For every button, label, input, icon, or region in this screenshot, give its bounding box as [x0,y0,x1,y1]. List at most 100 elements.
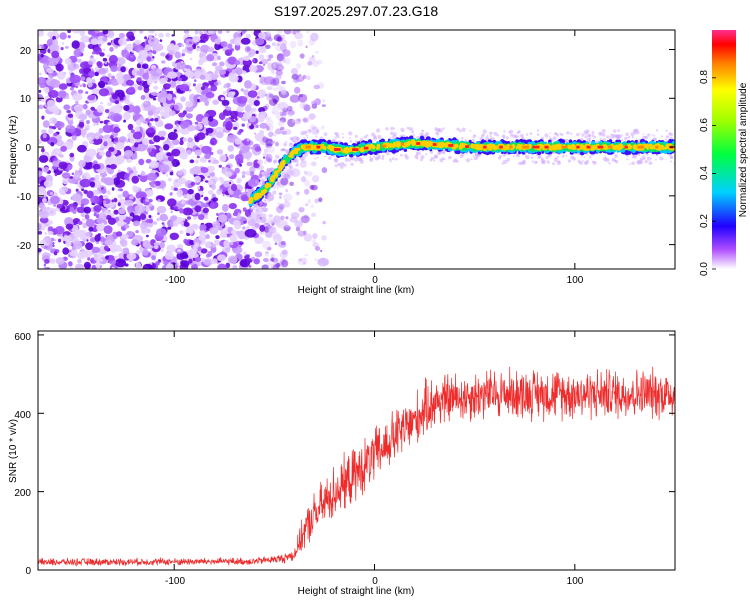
heatmap-noise-blob [48,128,54,135]
heatmap-noise-blob [166,71,178,79]
heatmap-noise-blob [118,32,125,39]
heatmap-noise-blob [253,100,260,107]
heatmap-noise-blob [85,242,94,251]
heatmap-halo-dot [614,154,618,158]
heatmap-noise-blob [200,44,210,53]
heatmap-halo-dot [505,136,509,140]
heatmap-noise-blob [131,50,135,53]
heatmap-halo-dot [553,132,557,136]
heatmap-noise-blob [173,97,177,101]
heatmap-noise-blob [110,65,119,72]
heatmap-noise-blob [245,189,249,193]
heatmap-noise-blob [198,58,204,66]
heatmap-noise-blob [159,213,168,222]
heatmap-noise-blob [189,159,195,164]
heatmap-noise-blob [86,239,89,242]
heatmap-noise-blob [197,186,200,190]
heatmap-noise-blob [88,226,94,232]
heatmap-halo-dot [670,156,673,159]
heatmap-halo-dot [253,203,258,208]
heatmap-noise-blob [156,68,162,74]
heatmap-noise-blob [220,41,228,48]
heatmap-noise-blob [242,207,247,212]
heatmap-noise-blob [104,61,108,65]
heatmap-noise-blob [213,159,220,164]
heatmap-ridge-dot [409,136,412,140]
heatmap-halo-dot [605,157,610,163]
heatmap-noise-blob [292,75,300,84]
heatmap-halo-dot [644,135,649,140]
heatmap-noise-blob [156,228,167,237]
heatmap-noise-blob [218,164,222,168]
heatmap-halo-dot [464,139,467,142]
heatmap-noise-blob [147,111,154,116]
heatmap-noise-blob [307,61,313,66]
heatmap-noise-blob [270,253,275,258]
heatmap-halo-dot [303,137,306,140]
heatmap-noise-blob [304,253,308,257]
heatmap-noise-blob [127,123,134,131]
heatmap-noise-blob [299,53,305,59]
heatmap-noise-blob [196,155,200,159]
heatmap-halo-dot [557,160,561,164]
heatmap-noise-blob [53,157,58,161]
heatmap-noise-blob [259,76,271,86]
heatmap-noise-blob [187,137,193,143]
heatmap-noise-blob [249,115,256,123]
heatmap-noise-blob [89,181,96,188]
heatmap-halo-dot [420,155,425,160]
heatmap-noise-blob [69,74,81,84]
heatmap-noise-blob [61,42,65,45]
heatmap-noise-blob [58,83,68,90]
heatmap-noise-blob [103,245,109,251]
heatmap-noise-blob [200,258,205,262]
heatmap-noise-blob [271,141,275,145]
heatmap-halo-dot [581,133,585,137]
heatmap-halo-dot [566,131,570,135]
chart-title: S197.2025.297.07.23.G18 [274,3,438,19]
heatmap-noise-blob [154,180,161,186]
heatmap-noise-blob [50,142,55,147]
heatmap-noise-blob [192,35,201,43]
heatmap-noise-blob [194,192,201,201]
heatmap-halo-dot [342,136,344,139]
heatmap-noise-blob [185,113,193,119]
heatmap-noise-blob [52,244,55,248]
heatmap-noise-blob [297,257,308,266]
heatmap-noise-blob [99,120,104,124]
heatmap-halo-dot [273,159,278,163]
heatmap-noise-blob [252,59,256,63]
heatmap-noise-blob [244,80,252,89]
heatmap-halo-dot [304,160,307,163]
heatmap-noise-blob [48,90,59,98]
heatmap-noise-blob [229,154,235,160]
heatmap-noise-blob [73,104,84,113]
heatmap-halo-dot [523,159,526,162]
heatmap-noise-blob [273,257,277,262]
heatmap-noise-blob [135,119,142,126]
heatmap-noise-blob [131,239,139,246]
heatmap-noise-blob [98,88,110,97]
heatmap-noise-blob [52,241,55,245]
heatmap-noise-blob [268,146,272,149]
heatmap-noise-blob [83,189,88,194]
heatmap-noise-blob [227,43,233,49]
heatmap-noise-blob [306,75,311,81]
heatmap-halo-dot [536,129,540,132]
heatmap-noise-blob [38,231,43,235]
heatmap-noise-blob [255,124,259,129]
heatmap-noise-blob [77,220,83,225]
heatmap-noise-blob [253,258,260,265]
heatmap-halo-dot [306,134,309,137]
heatmap-noise-blob [234,60,241,66]
heatmap-halo-dot [586,159,589,162]
heatmap-noise-blob [38,155,49,163]
heatmap-halo-dot [617,129,620,132]
heatmap-halo-dot [272,190,277,195]
heatmap-noise-blob [71,134,77,141]
heatmap-noise-blob [207,190,214,195]
heatmap-noise-blob [207,179,214,185]
heatmap-halo-dot [377,135,382,139]
heatmap-noise-blob [128,176,132,179]
